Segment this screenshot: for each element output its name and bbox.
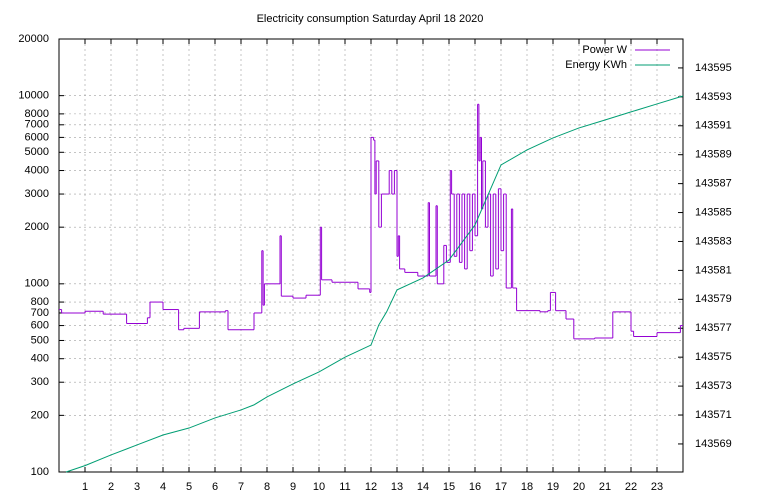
- y2-tick-label: 143595: [695, 62, 732, 74]
- y-tick-label: 8000: [25, 108, 49, 120]
- y2-tick-label: 143575: [695, 351, 732, 363]
- y-tick-label: 4000: [25, 164, 49, 176]
- x-tick-label: 23: [651, 481, 663, 493]
- x-tick-label: 19: [547, 481, 559, 493]
- x-tick-label: 22: [625, 481, 637, 493]
- y-tick-label: 100: [31, 466, 49, 478]
- x-tick-label: 4: [160, 481, 166, 493]
- y-tick-label: 2000: [25, 221, 49, 233]
- x-tick-label: 14: [417, 481, 429, 493]
- y2-tick-label: 143589: [695, 149, 732, 161]
- x-tick-label: 18: [521, 481, 533, 493]
- x-tick-label: 15: [443, 481, 455, 493]
- y2-tick-label: 143573: [695, 380, 732, 392]
- y2-tick-label: 143581: [695, 264, 732, 276]
- y2-tick-label: 143569: [695, 438, 732, 450]
- x-tick-label: 13: [391, 481, 403, 493]
- x-tick-label: 10: [313, 481, 325, 493]
- x-tick-label: 1: [82, 481, 88, 493]
- y2-tick-label: 143579: [695, 293, 732, 305]
- x-tick-label: 2: [108, 481, 114, 493]
- chart-title: Electricity consumption Saturday April 1…: [257, 13, 484, 25]
- y-tick-label: 700: [31, 307, 49, 319]
- x-tick-label: 6: [212, 481, 218, 493]
- y-tick-label: 10000: [18, 90, 49, 102]
- y-tick-label: 300: [31, 376, 49, 388]
- y-tick-label: 200: [31, 409, 49, 421]
- x-tick-label: 20: [573, 481, 585, 493]
- y-tick-label: 400: [31, 353, 49, 365]
- y2-tick-label: 143583: [695, 235, 732, 247]
- x-tick-label: 7: [238, 481, 244, 493]
- y-tick-label: 800: [31, 296, 49, 308]
- x-tick-label: 16: [469, 481, 481, 493]
- y-tick-label: 20000: [18, 33, 49, 45]
- x-tick-label: 17: [495, 481, 507, 493]
- x-tick-label: 3: [134, 481, 140, 493]
- y-tick-label: 5000: [25, 146, 49, 158]
- x-tick-label: 9: [290, 481, 296, 493]
- x-tick-label: 8: [264, 481, 270, 493]
- x-tick-label: 21: [599, 481, 611, 493]
- plot-border: [58, 38, 684, 473]
- y2-tick-label: 143591: [695, 120, 732, 132]
- y-tick-label: 500: [31, 334, 49, 346]
- legend-label: Power W: [582, 44, 627, 56]
- x-tick-label: 12: [365, 481, 377, 493]
- y-tick-label: 3000: [25, 188, 49, 200]
- legend-label: Energy KWh: [565, 59, 627, 71]
- y-tick-label: 1000: [25, 278, 49, 290]
- y-tick-label: 6000: [25, 131, 49, 143]
- y2-tick-label: 143571: [695, 409, 732, 421]
- y-tick-label: 600: [31, 319, 49, 331]
- y2-tick-label: 143585: [695, 206, 732, 218]
- y2-tick-label: 143593: [695, 91, 732, 103]
- y2-tick-label: 143577: [695, 322, 732, 334]
- x-tick-label: 5: [186, 481, 192, 493]
- series-line: [65, 95, 684, 473]
- x-tick-label: 11: [339, 481, 350, 493]
- y-tick-label: 7000: [25, 119, 49, 131]
- y2-tick-label: 143587: [695, 178, 732, 190]
